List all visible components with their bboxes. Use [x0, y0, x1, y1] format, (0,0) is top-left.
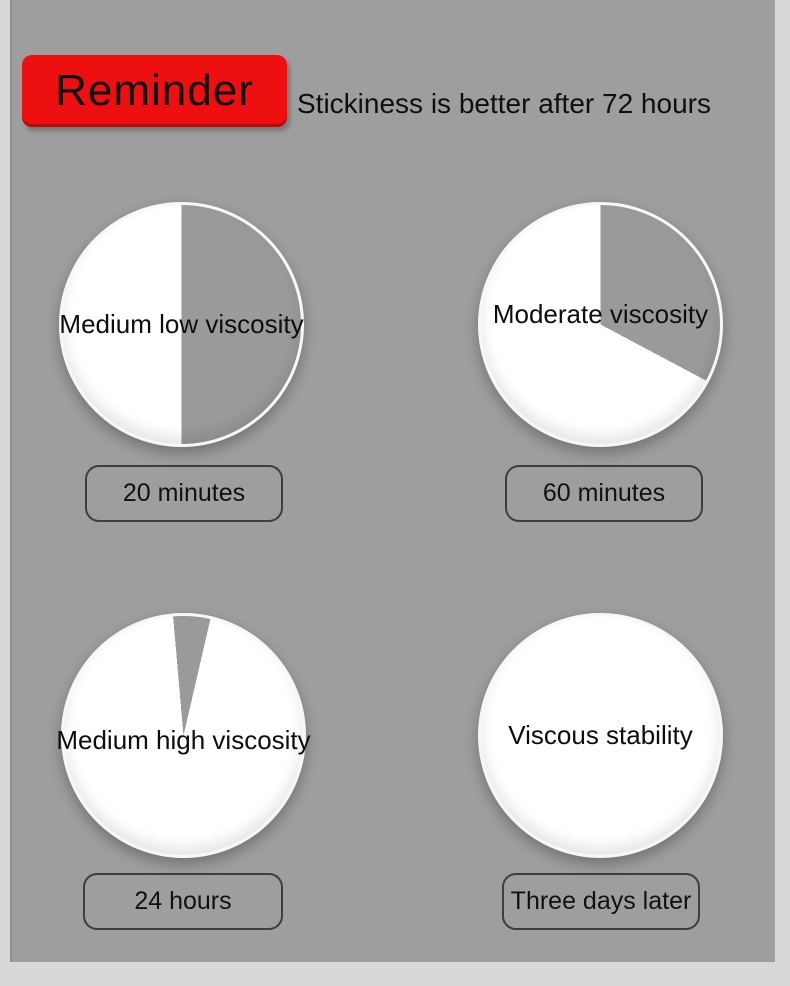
- time-chip-three-days-later: Three days later: [502, 873, 700, 930]
- reminder-badge: Reminder: [22, 55, 287, 127]
- time-chip-20-minutes: 20 minutes: [85, 465, 283, 522]
- time-chip-60-minutes: 60 minutes: [505, 465, 703, 522]
- time-chip-24-hours: 24 hours: [83, 873, 283, 930]
- pie-medium-low-viscosity: Medium low viscosity: [59, 202, 304, 447]
- time-chip-label: 60 minutes: [542, 479, 666, 507]
- pie-label-moderate-viscosity: Moderate viscosity: [492, 299, 709, 329]
- time-chip-label: Three days later: [510, 887, 692, 915]
- pie-label-medium-low-viscosity: Medium low viscosity: [59, 309, 304, 339]
- time-chip-label: 20 minutes: [122, 479, 246, 507]
- pie-label-viscous-stability: Viscous stability: [508, 720, 693, 750]
- time-chip-label: 24 hours: [134, 887, 232, 915]
- pie-viscous-stability: Viscous stability: [478, 613, 723, 858]
- reminder-badge-label: Reminder: [55, 66, 254, 115]
- pie-medium-high-viscosity: Medium high viscosity: [56, 613, 311, 858]
- header-tagline: Stickiness is better after 72 hours: [297, 88, 711, 119]
- pie-label-medium-high-viscosity: Medium high viscosity: [56, 725, 311, 755]
- pie-moderate-viscosity: Moderate viscosity: [478, 202, 723, 447]
